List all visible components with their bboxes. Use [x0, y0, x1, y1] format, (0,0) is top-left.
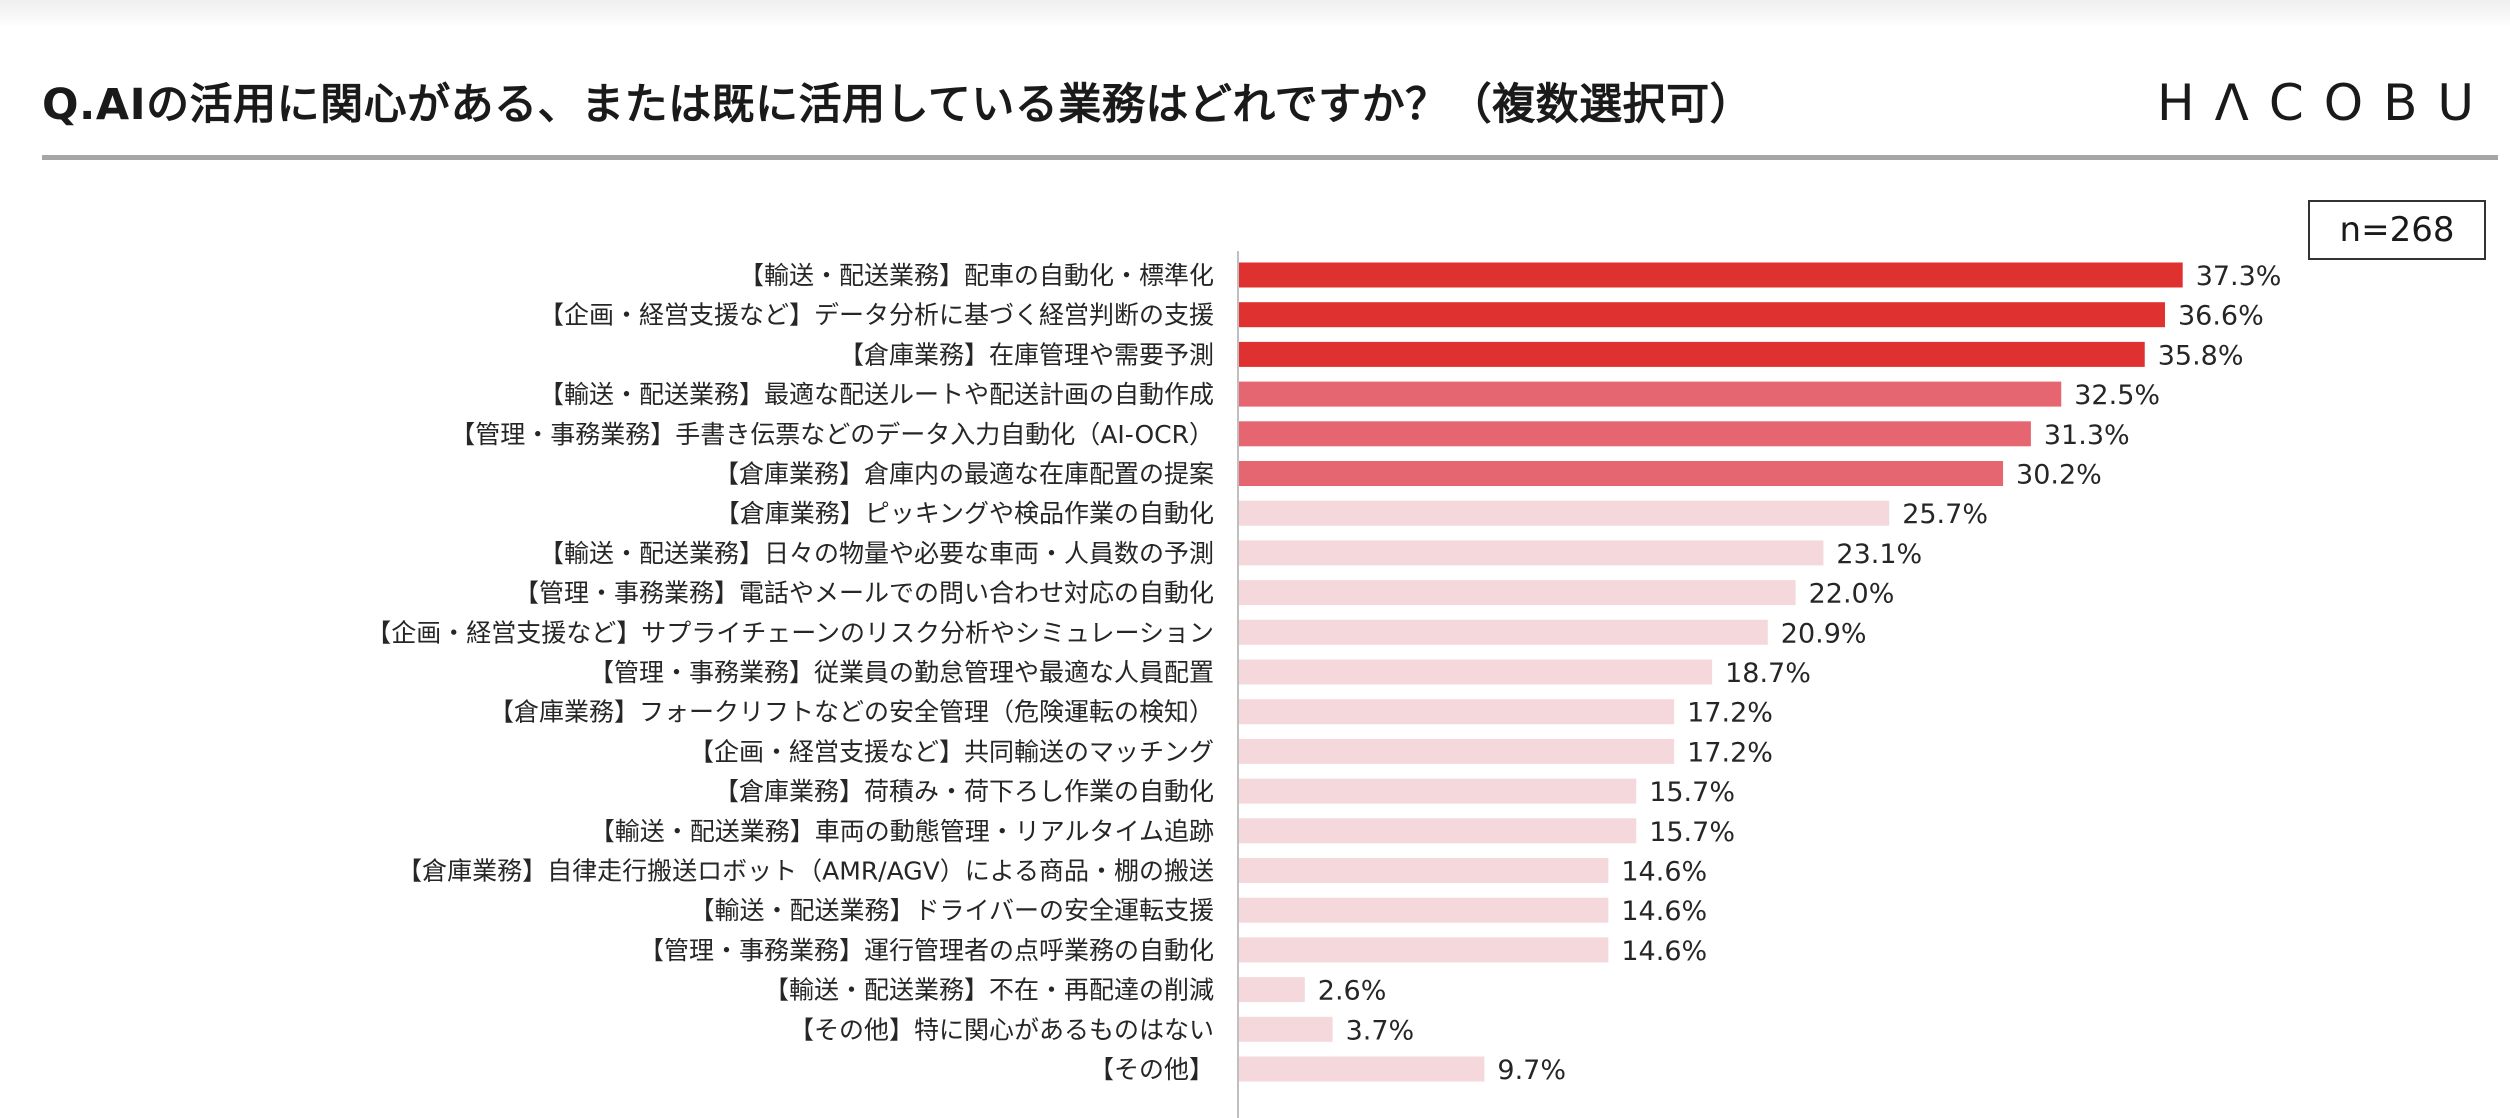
value-label-12: 17.2% — [1687, 698, 1773, 729]
bar-17 — [1239, 897, 1609, 923]
category-label-3: 【倉庫業務】在庫管理や需要予測 — [839, 340, 1214, 369]
value-label-13: 17.2% — [1687, 737, 1773, 768]
value-label-18: 14.6% — [1621, 936, 1707, 967]
title-divider — [42, 155, 2498, 160]
category-label-16: 【倉庫業務】自律走行搬送ロボット（AMR/AGV）による商品・棚の搬送 — [397, 857, 1214, 886]
value-label-17: 14.6% — [1621, 896, 1707, 927]
value-label-20: 3.7% — [1346, 1015, 1415, 1046]
sample-size-label: n=268 — [2339, 210, 2455, 250]
bar-6 — [1239, 461, 2004, 486]
sample-size-box: n=268 — [2308, 200, 2486, 260]
bar-1 — [1239, 262, 2183, 288]
category-label-19: 【輸送・配送業務】不在・再配達の削減 — [764, 976, 1214, 1005]
bar-13 — [1239, 738, 1675, 764]
category-label-14: 【倉庫業務】荷積み・荷下ろし作業の自動化 — [714, 777, 1214, 806]
category-label-12: 【倉庫業務】フォークリフトなどの安全管理（危険運転の検知） — [489, 698, 1214, 727]
category-label-10: 【企画・経営支援など】サプライチェーンのリスク分析やシミュレーション — [366, 618, 1214, 647]
bar-8 — [1239, 540, 1824, 566]
category-label-6: 【倉庫業務】倉庫内の最適な在庫配置の提案 — [714, 460, 1214, 489]
value-label-9: 22.0% — [1809, 579, 1895, 610]
bar-9 — [1239, 580, 1796, 606]
category-label-1: 【輸送・配送業務】配車の自動化・標準化 — [739, 261, 1214, 290]
bar-18 — [1239, 937, 1609, 963]
bar-5 — [1239, 421, 2031, 447]
top-fade — [0, 0, 2510, 28]
bar-16 — [1239, 858, 1609, 883]
bar-15 — [1239, 818, 1637, 844]
value-label-16: 14.6% — [1621, 857, 1707, 888]
category-label-17: 【輸送・配送業務】ドライバーの安全運転支援 — [689, 896, 1214, 925]
bar-3 — [1239, 341, 2145, 367]
category-label-2: 【企画・経営支援など】データ分析に基づく経営判断の支援 — [539, 301, 1214, 330]
bar-20 — [1239, 1016, 1333, 1042]
bar-12 — [1239, 699, 1675, 725]
bars-group: 【輸送・配送業務】配車の自動化・標準化 37.3% 【企画・経営支援など】データ分析… — [366, 261, 2281, 1086]
category-label-7: 【倉庫業務】ピッキングや検品作業の自動化 — [715, 499, 1214, 528]
bar-7 — [1239, 500, 1890, 526]
value-label-15: 15.7% — [1649, 817, 1735, 848]
category-label-21: 【その他】 — [1089, 1055, 1214, 1084]
category-label-13: 【企画・経営支援など】共同輸送のマッチング — [689, 737, 1214, 766]
bar-4 — [1239, 381, 2062, 407]
value-label-7: 25.7% — [1902, 499, 1988, 530]
bar-2 — [1239, 302, 2165, 328]
brand-logo: HΛCOBU — [2157, 74, 2494, 132]
value-label-4: 32.5% — [2074, 380, 2160, 411]
value-label-6: 30.2% — [2016, 460, 2102, 491]
page-title: Q.AIの活用に関心がある、または既に活用している業務はどれですか？（複数選択可… — [42, 80, 1754, 130]
bar-11 — [1239, 659, 1713, 685]
category-label-11: 【管理・事務業務】従業員の勤怠管理や最適な人員配置 — [589, 658, 1214, 687]
value-label-1: 37.3% — [2196, 261, 2282, 292]
value-label-21: 9.7% — [1497, 1055, 1566, 1086]
value-label-8: 23.1% — [1836, 539, 1922, 570]
category-label-9: 【管理・事務業務】電話やメールでの問い合わせ対応の自動化 — [514, 579, 1214, 608]
value-label-5: 31.3% — [2044, 420, 2130, 451]
bar-14 — [1239, 778, 1637, 804]
value-label-10: 20.9% — [1781, 618, 1867, 649]
category-label-4: 【輸送・配送業務】最適な配送ルートや配送計画の自動作成 — [539, 380, 1214, 409]
category-label-20: 【その他】特に関心があるものはない — [789, 1015, 1214, 1044]
category-label-8: 【輸送・配送業務】日々の物量や必要な車両・人員数の予測 — [539, 539, 1214, 568]
value-label-19: 2.6% — [1318, 976, 1387, 1007]
category-label-5: 【管理・事務業務】手書き伝票などのデータ入力自動化（AI-OCR） — [450, 420, 1214, 449]
category-label-18: 【管理・事務業務】運行管理者の点呼業務の自動化 — [639, 936, 1214, 965]
value-label-11: 18.7% — [1725, 658, 1811, 689]
value-label-14: 15.7% — [1649, 777, 1735, 808]
bar-21 — [1239, 1056, 1485, 1082]
value-label-3: 35.8% — [2158, 340, 2244, 371]
value-label-2: 36.6% — [2178, 301, 2264, 332]
category-label-15: 【輸送・配送業務】車両の動態管理・リアルタイム追跡 — [590, 817, 1214, 846]
bar-19 — [1239, 977, 1305, 1003]
bar-10 — [1239, 619, 1768, 645]
